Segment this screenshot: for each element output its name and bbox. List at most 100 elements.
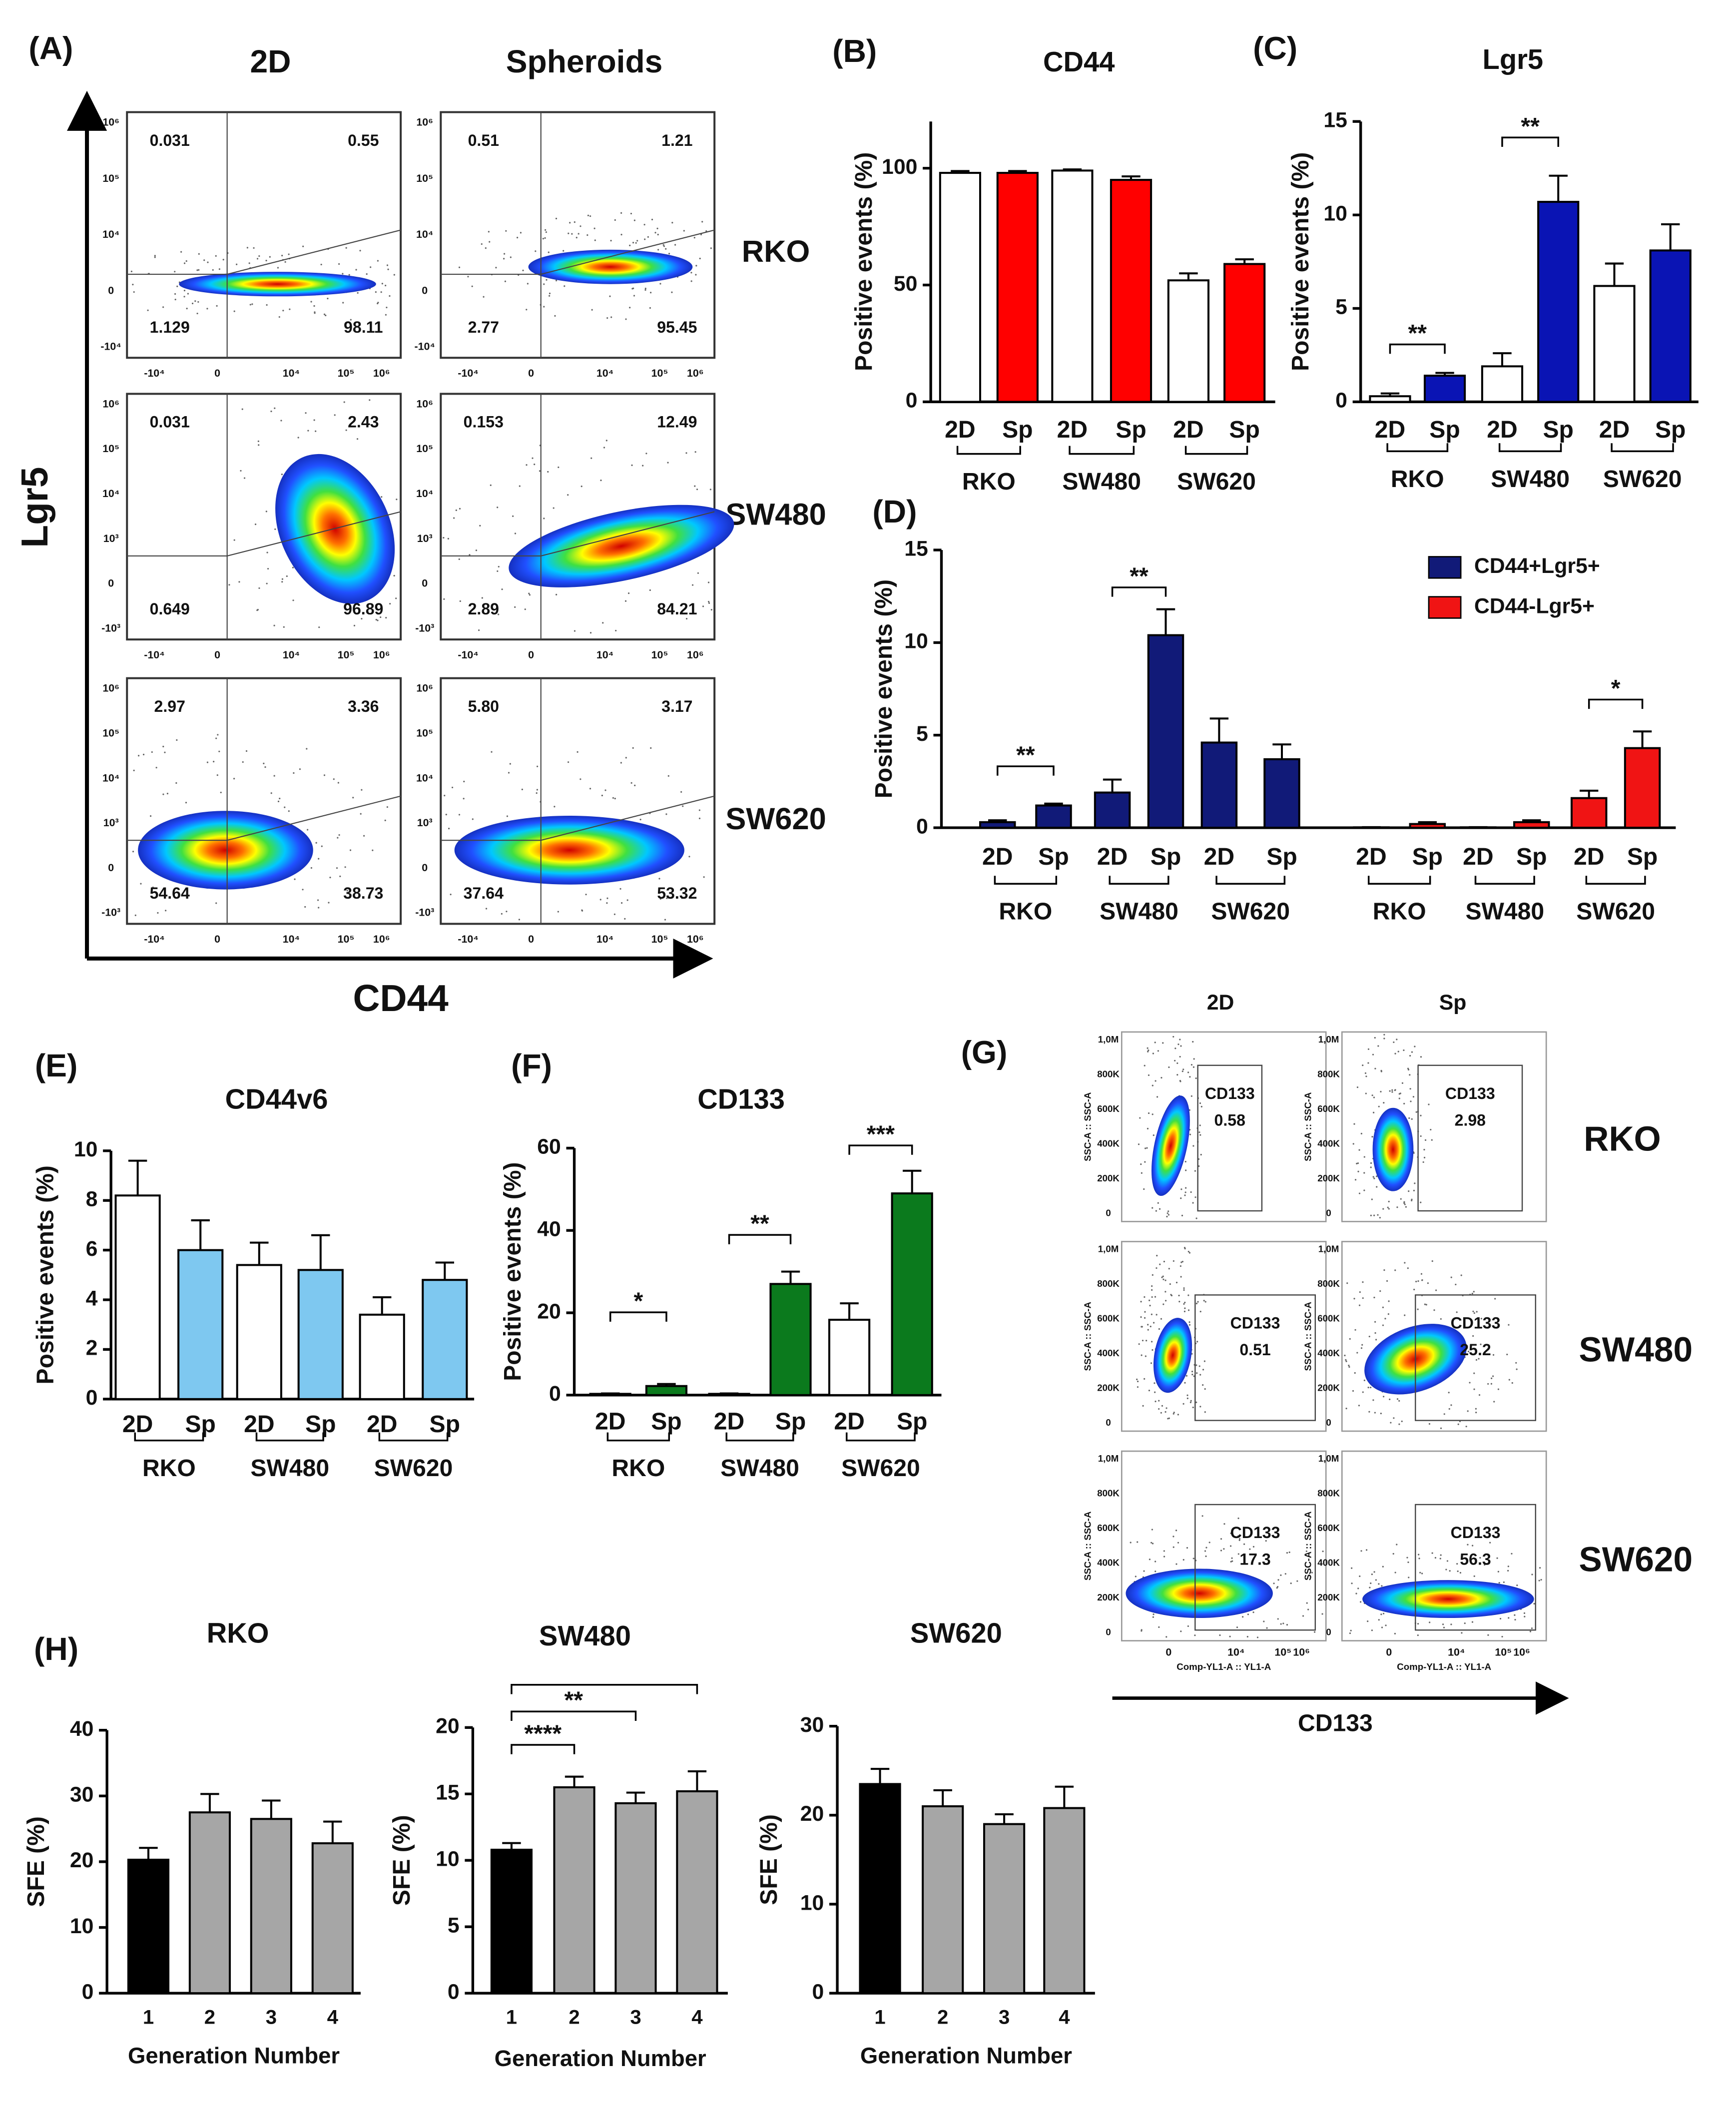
- event-dot: [1266, 1627, 1268, 1629]
- flow-plot-frame: [440, 111, 716, 359]
- event-dot: [602, 622, 604, 624]
- bar: [553, 1786, 595, 1995]
- event-dot: [1152, 1274, 1154, 1276]
- event-dot: [1193, 1375, 1195, 1377]
- event-dot: [1141, 1172, 1143, 1174]
- event-dot: [1164, 1411, 1166, 1413]
- x-tick-label: 10⁴: [283, 367, 300, 379]
- event-dot: [664, 919, 666, 921]
- event-dot: [1151, 1341, 1153, 1343]
- y-tick-label: 10³: [103, 532, 119, 544]
- event-dot: [1186, 1394, 1188, 1396]
- event-dot: [257, 440, 259, 442]
- group-bracket: [1585, 876, 1646, 885]
- event-dot: [1152, 1616, 1154, 1618]
- event-dot: [1388, 1208, 1390, 1210]
- event-dot: [1190, 1063, 1193, 1066]
- event-dot: [506, 815, 509, 817]
- event-dot: [233, 539, 235, 541]
- event-dot: [385, 314, 387, 316]
- column-title: 2D: [1207, 991, 1234, 1015]
- y-tick-label: 600K: [1317, 1103, 1340, 1114]
- bar: [1223, 263, 1266, 403]
- bar: [250, 1818, 292, 1995]
- event-dot: [156, 894, 158, 896]
- event-dot: [1141, 1326, 1143, 1328]
- legend-swatch: [1428, 556, 1462, 579]
- event-dot: [1153, 1613, 1155, 1615]
- event-dot: [1421, 1279, 1423, 1281]
- x-tick-label: 2D: [1204, 843, 1234, 870]
- event-dot: [1514, 1618, 1516, 1621]
- event-dot: [557, 911, 559, 913]
- event-dot: [338, 834, 340, 836]
- event-dot: [1489, 1542, 1491, 1544]
- event-dot: [1487, 1383, 1489, 1385]
- event-dot: [1407, 1067, 1409, 1069]
- event-dot: [1186, 1547, 1188, 1549]
- y-tick-label: -10³: [101, 907, 120, 919]
- event-dot: [1383, 1269, 1385, 1271]
- y-tick-label: 800K: [1317, 1488, 1340, 1499]
- event-dot: [266, 582, 268, 584]
- event-dot: [1182, 1559, 1184, 1561]
- event-dot: [1140, 1301, 1142, 1303]
- panel-label: (G): [961, 1034, 1008, 1070]
- group-bracket: [1367, 876, 1431, 885]
- event-dot: [1237, 1553, 1239, 1555]
- row-label: RKO: [742, 234, 810, 269]
- event-dot: [709, 489, 712, 491]
- significance-label: *: [1611, 675, 1621, 702]
- event-dot: [1472, 1310, 1474, 1312]
- event-dot: [1424, 1139, 1427, 1141]
- event-dot: [1357, 1170, 1359, 1172]
- y-tick-label: 0: [86, 1386, 98, 1410]
- event-dot: [207, 261, 209, 263]
- event-dot: [396, 499, 398, 501]
- event-dot: [1389, 1398, 1391, 1400]
- event-dot: [1413, 1189, 1415, 1191]
- event-dot: [1389, 1090, 1391, 1092]
- event-dot: [1413, 1288, 1415, 1291]
- x-tick-label: Sp: [1266, 843, 1297, 870]
- event-dot: [1144, 1317, 1146, 1319]
- event-dot: [1401, 1420, 1403, 1422]
- event-dot: [233, 778, 235, 780]
- event-dot: [458, 814, 461, 816]
- event-dot: [151, 751, 153, 753]
- panel-label: (A): [28, 30, 73, 66]
- event-dot: [270, 410, 272, 413]
- event-dot: [1178, 1294, 1180, 1297]
- x-axis-label: CD133: [1298, 1710, 1373, 1737]
- event-dot: [1175, 1530, 1177, 1532]
- flow-plot-frame: [126, 111, 402, 359]
- event-dot: [657, 233, 659, 236]
- event-dot: [606, 897, 608, 899]
- gate-value: 2.98: [1455, 1111, 1486, 1129]
- event-dot: [1368, 1411, 1370, 1413]
- gate-name: CD133: [1230, 1314, 1280, 1332]
- event-dot: [1431, 1552, 1433, 1554]
- event-dot: [1194, 1634, 1196, 1636]
- event-dot: [243, 477, 246, 479]
- y-tick-label: 10⁴: [416, 488, 433, 500]
- event-dot: [1396, 1398, 1399, 1400]
- event-dot: [263, 762, 265, 764]
- event-dot: [576, 237, 578, 239]
- quadrant-value: 5.80: [468, 697, 499, 715]
- event-dot: [1448, 1408, 1450, 1410]
- event-dot: [1192, 1558, 1194, 1560]
- event-dot: [693, 237, 695, 239]
- event-dot: [536, 792, 538, 794]
- event-dot: [348, 274, 350, 276]
- event-dot: [1450, 1623, 1452, 1625]
- event-dot: [1392, 1553, 1394, 1555]
- event-dot: [614, 219, 616, 221]
- legend-swatch: [1428, 596, 1462, 619]
- event-dot: [667, 462, 669, 464]
- x-tick-label: 2D: [367, 1411, 397, 1438]
- event-dot: [1345, 1408, 1347, 1410]
- bar: [311, 1842, 354, 1995]
- event-dot: [1417, 1280, 1419, 1282]
- x-tick-label: 10⁴: [283, 649, 300, 661]
